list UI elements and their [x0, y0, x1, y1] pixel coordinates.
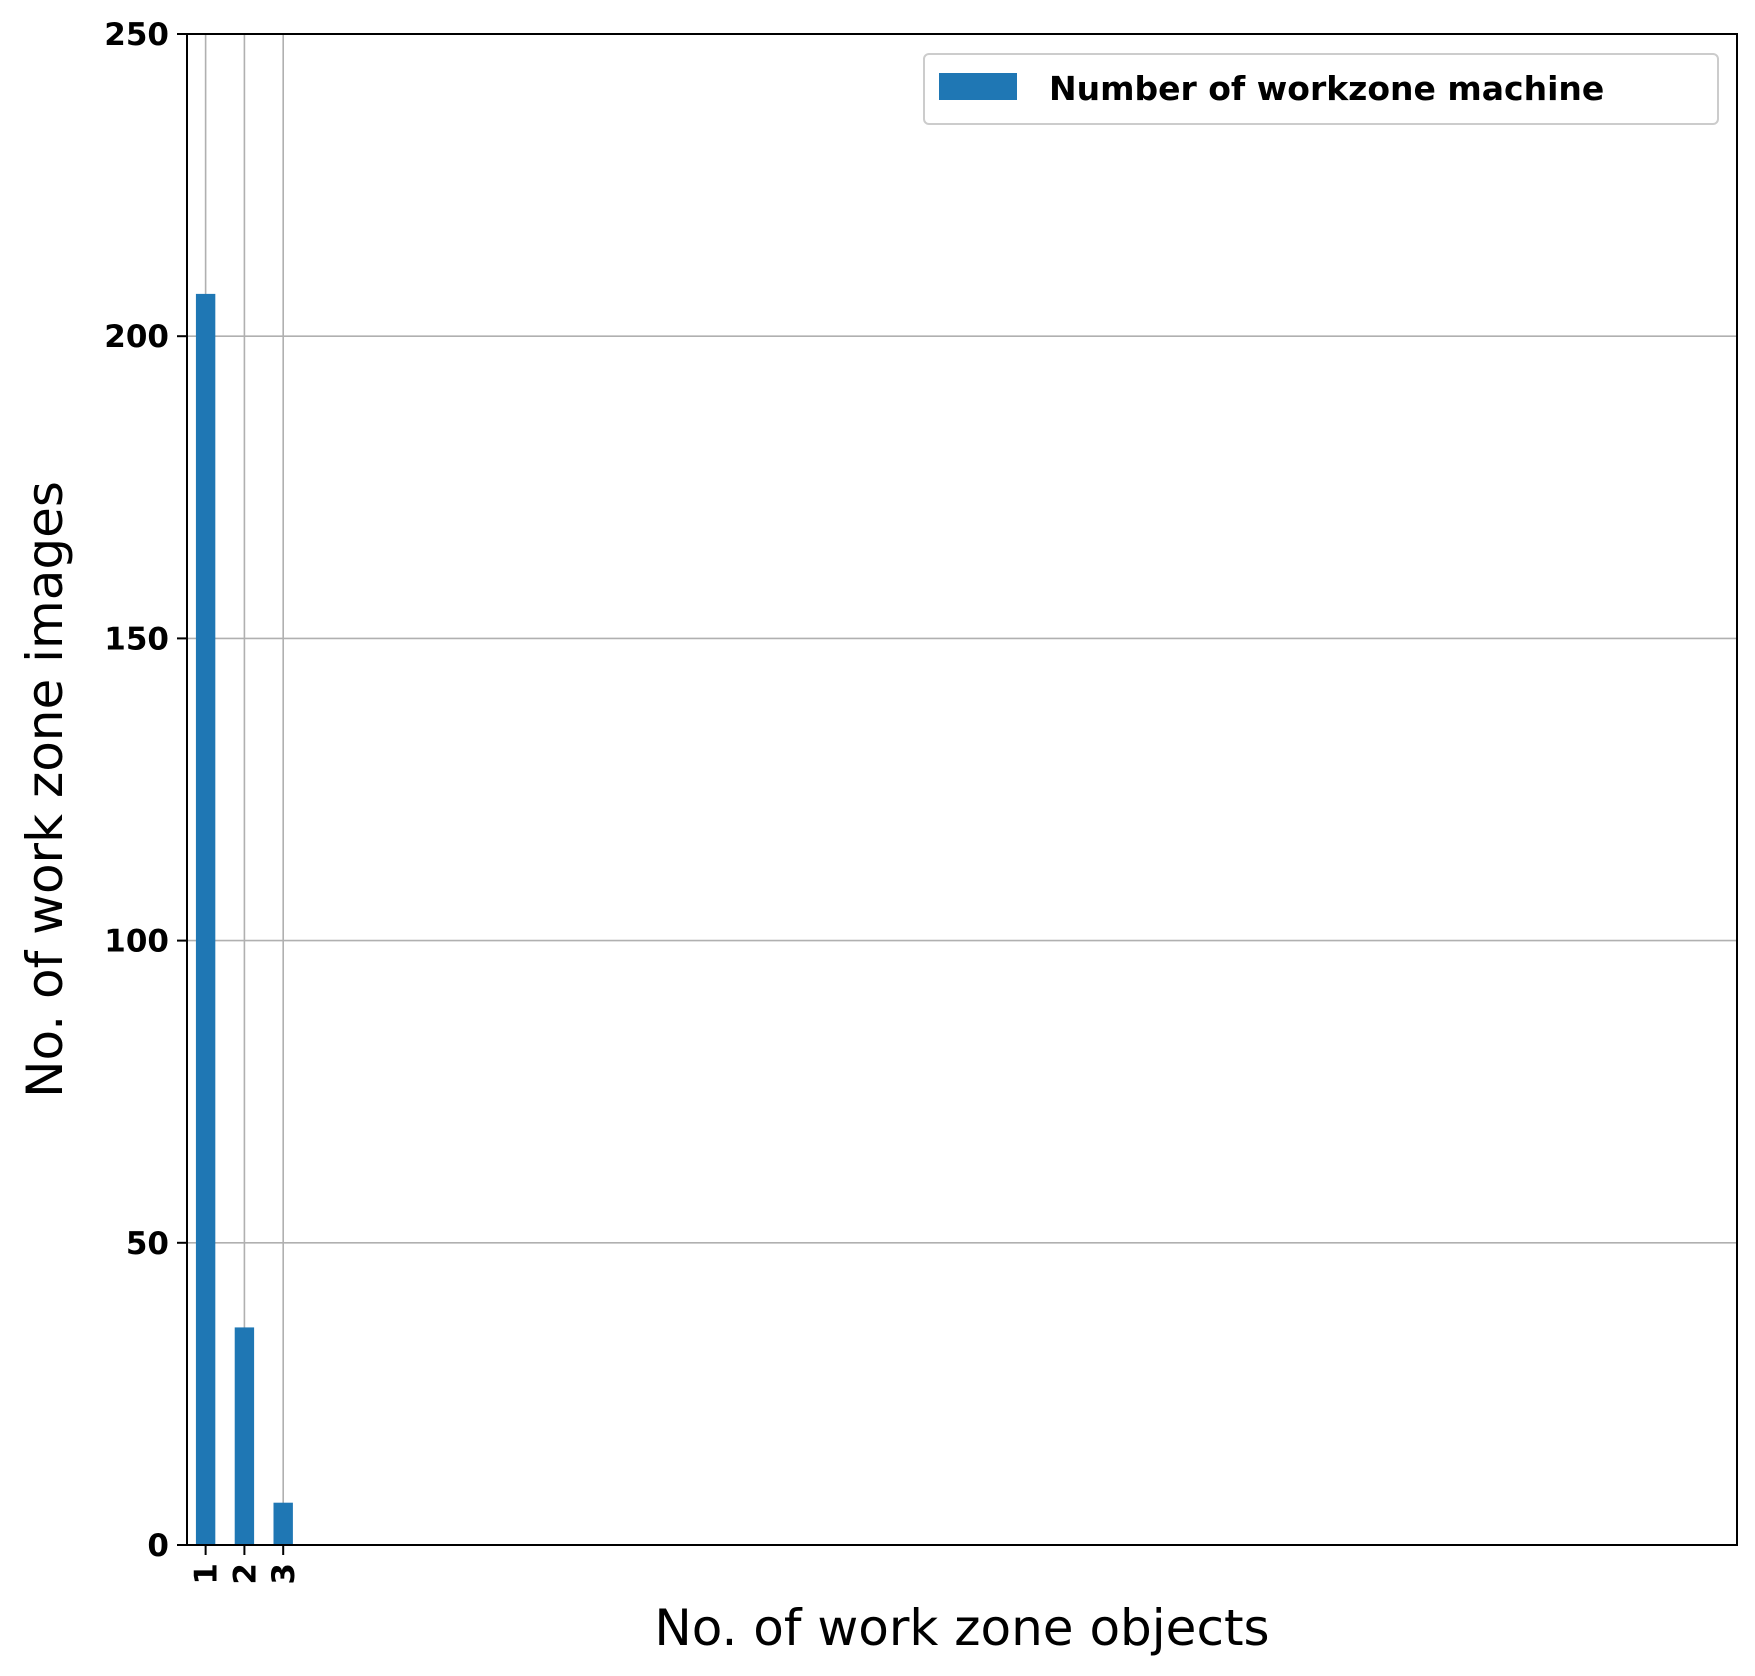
x-tick-label: 3: [266, 1563, 302, 1585]
x-tick-label: 1: [189, 1563, 225, 1585]
bar: [273, 1502, 293, 1545]
bars: [195, 293, 293, 1546]
legend-swatch: [939, 73, 1017, 100]
y-tick-label: 250: [104, 17, 169, 53]
x-axis-label: No. of work zone objects: [654, 1599, 1269, 1657]
y-tick-label: 50: [126, 1226, 169, 1262]
y-tick-label: 150: [104, 621, 169, 657]
y-axis-ticks: 0 50 100 150 200 250: [104, 17, 187, 1564]
legend-box: [923, 53, 1719, 125]
y-tick-label: 0: [147, 1528, 169, 1564]
x-tick-label: 2: [227, 1563, 263, 1585]
bar: [195, 293, 216, 1546]
y-axis-label: No. of work zone images: [16, 481, 74, 1098]
plot-frame: [186, 33, 1738, 1546]
y-tick-label: 200: [104, 319, 169, 355]
legend-label: Number of workzone machine: [1049, 69, 1604, 108]
bar: [234, 1327, 255, 1545]
legend: Number of workzone machine: [923, 53, 1719, 125]
y-tick-label: 100: [104, 924, 169, 960]
